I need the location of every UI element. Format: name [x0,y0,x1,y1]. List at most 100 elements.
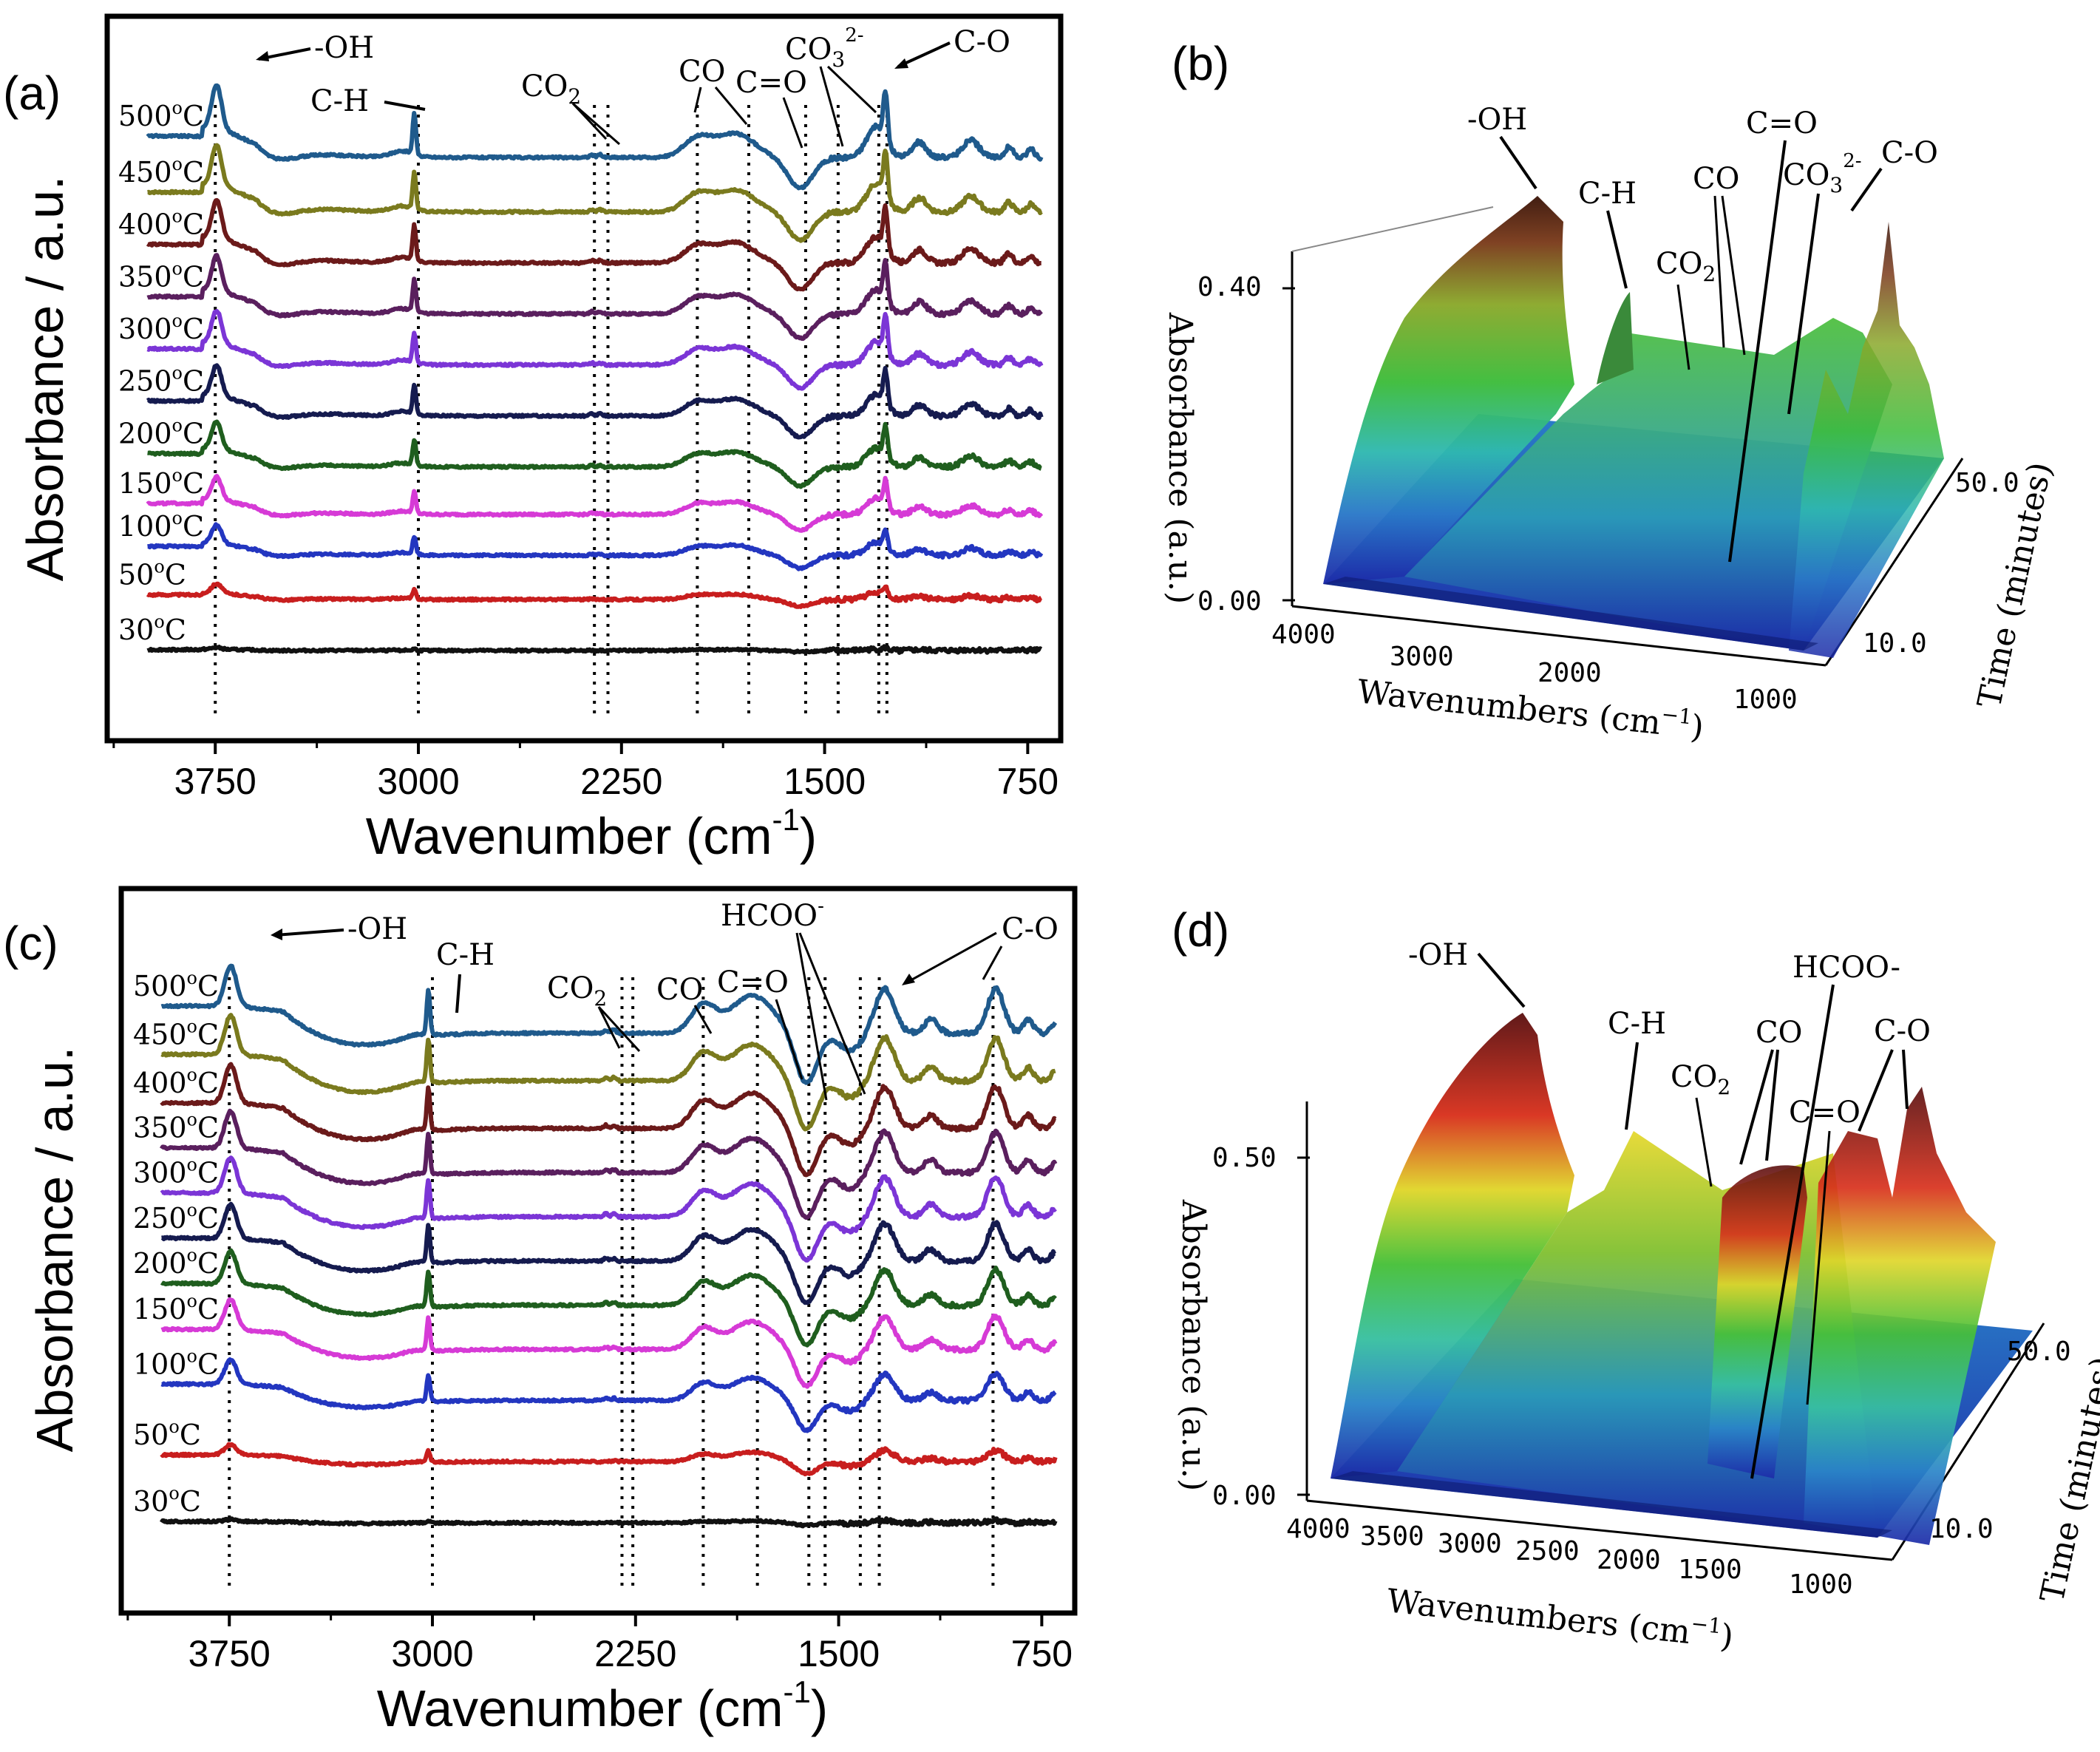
temperature-label: 300oC [133,1155,219,1189]
panel-d-zlabel: Time (minutes) [2033,1354,2100,1606]
annot-a-co2: CO2 [521,69,581,109]
panel-c-series [160,963,1058,1529]
panel-b-back-axis [1291,206,1494,252]
series-line-400C [160,1062,1057,1178]
annot-b-cdo: C=O [1746,106,1818,140]
x-tick-label: 2250 [594,1633,676,1674]
series-line-200C [146,419,1043,489]
panel-c-xlabel: Wavenumber (cm-1) [377,1674,828,1737]
annot-c-c-o: C-O [1002,912,1059,946]
panel-d-oh-ridge [1331,1013,1574,1478]
temperature-label: 200oC [118,415,204,450]
annot-d-c-o-arrow2 [1902,1049,1909,1110]
annot-b-cdo-arrow [1728,140,1787,563]
panel-b-ticks: 0.00 0.40 4000 3000 2000 1000 10.0 50.0 [1197,272,2019,715]
panel-b-oh-ridge [1323,196,1574,584]
panel-a-temperature-labels: 500oC 450oC 400oC 350oC 300oC 250oC 200oC 150oC… [118,98,204,646]
panel-b-shading [1323,577,1818,651]
annot-a-co3-arrow2 [826,65,877,114]
annot-a-co-arrow2 [714,86,748,125]
panel-d-xtick-0: 4000 [1286,1514,1350,1544]
panel-d-xtick-6: 1000 [1789,1569,1853,1600]
annot-b-ch-arrow [1606,210,1628,289]
panel-d-annotations: -OH C-H CO2 CO HCOO- C=O C-O [1408,938,1931,1479]
series-line-450C [160,1013,1057,1132]
annot-b-c-o: C-O [1881,136,1938,170]
annot-c-hcoo-arrow2 [798,932,866,1095]
panel-b: (b) 0.00 0.40 4000 3000 2000 1000 10.0 5… [1161,37,2059,747]
annot-c-co2-arrow1 [597,1006,621,1049]
x-tick-label: 3000 [391,1633,473,1674]
series-line-500C [160,963,1058,1085]
annot-b-oh: -OH [1467,103,1527,137]
annot-d-oh: -OH [1408,938,1468,972]
annot-c-ch-arrow [455,974,461,1013]
panel-a-annotations: -OH C-H CO2 CO C=O CO32- C-O [256,24,1010,149]
panel-b-t-axis [1824,458,1964,666]
annot-c-ch: C-H [436,938,495,972]
panel-c-guide-lines [228,977,995,1591]
x-tick-label: 3750 [188,1633,271,1674]
panel-a-xlabel: Wavenumber (cm-1) [366,802,817,865]
panel-d-xtick-3: 2500 [1515,1536,1580,1566]
temperature-label: 50oC [118,557,186,591]
annot-c-c-o-arrowhead [902,974,915,985]
panel-c-label: (c) [3,917,58,970]
annot-a-co: CO [679,55,725,89]
annot-a-c-o-arrowhead [894,58,908,69]
x-tick-label: 1500 [784,761,866,802]
annot-a-cdo-arrow [782,97,803,149]
annot-d-co-arrow1 [1739,1049,1774,1165]
panel-d-xtick-5: 1500 [1678,1555,1742,1585]
temperature-label: 300oC [118,310,204,345]
panel-d-xtick-2: 3000 [1438,1529,1502,1559]
annot-c-co-arrow [693,1005,713,1034]
temperature-label: 30oC [118,611,186,646]
annot-b-co: CO [1693,162,1739,196]
panel-c-ylabel: Absorbance / a.u. [26,1047,84,1453]
panel-b-xtick-0: 4000 [1271,619,1336,650]
annot-a-c-o: C-O [954,25,1010,59]
annot-a-oh-arrowhead [256,51,269,61]
panel-b-right-noise [1789,222,1944,658]
panel-b-xtick-1: 3000 [1390,642,1454,672]
panel-c: (c) 500oC 450oC 400oC 350oC 300oC 250oC 200oC 1… [3,886,1078,1737]
panel-b-xtick-3: 1000 [1733,685,1798,715]
panel-a-frame [104,13,1064,744]
series-line-100C [146,522,1044,571]
panel-d-xtick-1: 3500 [1360,1521,1424,1552]
series-line-50C [160,1442,1058,1477]
x-tick-label: 3750 [174,761,256,802]
temperature-label: 200oC [133,1245,219,1280]
panel-d-xlabel: Wavenumbers (cm−1) [1385,1579,1736,1656]
annot-c-c-o-arrow2 [982,945,1003,980]
annot-d-hcoo: HCOO- [1793,951,1900,985]
panel-d-ztick-1: 50.0 [2007,1337,2071,1367]
panel-d-co-ridge [1707,1165,1807,1478]
panel-a-ylabel: Absorbance / a.u. [16,176,74,582]
temperature-label: 400oC [118,206,204,241]
temperature-label: 450oC [118,154,204,189]
temperature-label: 350oC [133,1110,219,1144]
temperature-label: 350oC [118,258,204,293]
series-line-50C [146,581,1043,609]
annot-c-oh: -OH [347,912,407,946]
panel-c-x-ticks: 3750 3000 2250 1500 750 [126,1613,1073,1674]
series-line-250C [160,1201,1057,1305]
annot-b-co-arrow2 [1721,195,1746,356]
annot-c-co2: CO2 [547,971,607,1011]
panel-d-ztick-0: 10.0 [1929,1514,1994,1544]
panel-d-xtick-4: 2000 [1597,1545,1661,1575]
panel-b-label: (b) [1172,37,1229,90]
annot-a-ch: C-H [310,84,369,118]
panel-c-annotations: -OH C-H CO2 CO C=O HCOO- C-O [271,895,1059,1101]
annot-d-c-o: C-O [1874,1014,1931,1048]
panel-b-ztick-0: 10.0 [1863,628,1927,659]
annot-b-c-o-arrow [1850,167,1883,212]
panel-b-x-axis [1291,605,1827,667]
annot-b-co2-arrow [1676,284,1690,370]
panel-b-xlabel: Wavenumbers (cm−1) [1356,670,1706,747]
annot-d-ch: C-H [1608,1007,1666,1041]
temperature-label: 150oC [133,1291,219,1325]
